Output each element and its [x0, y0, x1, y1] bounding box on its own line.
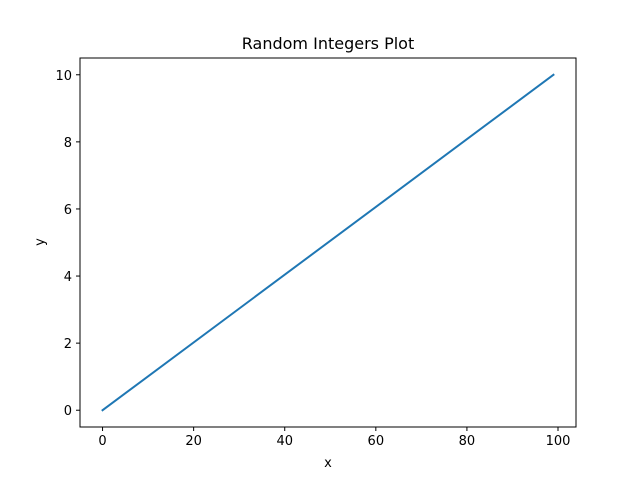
axes-frame [79, 57, 577, 428]
x-tick-label: 20 [185, 434, 202, 449]
x-tick-label: 0 [98, 434, 106, 449]
y-tick-label: 4 [64, 270, 72, 285]
y-tick-label: 8 [64, 136, 72, 151]
chart-title: Random Integers Plot [242, 34, 414, 53]
x-axis-label: x [324, 456, 332, 471]
y-tick-label: 2 [64, 337, 72, 352]
x-tick-label: 40 [276, 434, 293, 449]
y-tick-label: 0 [64, 404, 72, 419]
x-tick-label: 80 [459, 434, 476, 449]
axis-ticks: 0 20 40 60 80 100 0 2 4 6 8 10 [55, 69, 570, 449]
x-tick-label: 100 [546, 434, 571, 449]
y-axis-label: y [33, 238, 48, 246]
plot-area [101, 73, 555, 412]
y-tick-label: 10 [55, 69, 72, 84]
series-line [101, 73, 555, 412]
y-tick-label: 6 [64, 203, 72, 218]
x-tick-label: 60 [368, 434, 385, 449]
